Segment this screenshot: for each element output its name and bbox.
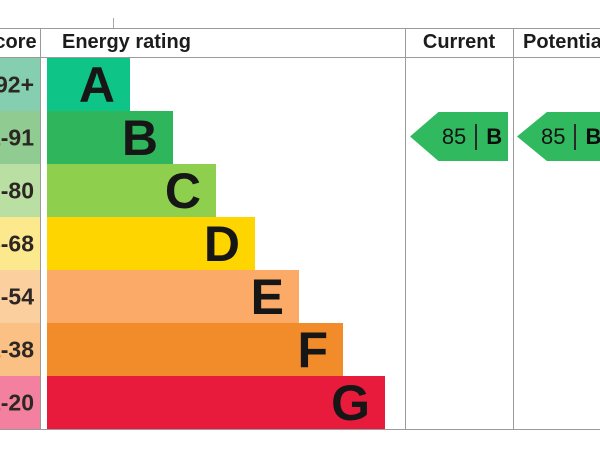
current-rating-score: 85 — [441, 123, 467, 149]
score-cell-f: 21-38 — [0, 323, 40, 376]
band-letter-g: G — [331, 374, 370, 431]
score-cell-d: 55-68 — [0, 217, 40, 270]
band-letter-a: A — [78, 56, 115, 113]
cropped-line-stub — [113, 18, 114, 28]
current-rating-separator — [475, 123, 478, 150]
band-row-d: 55-68 D — [0, 217, 600, 270]
band-row-b: 81-91 B — [0, 111, 600, 164]
score-range-label-g: 1-20 — [0, 389, 34, 415]
table-bottom-border — [0, 429, 600, 430]
band-bar-b: B — [47, 111, 173, 164]
potential-rating-separator — [574, 123, 577, 150]
band-letter-c: C — [164, 162, 201, 219]
band-row-f: 21-38 F — [0, 323, 600, 376]
band-row-g: 1-20 G — [0, 376, 600, 429]
score-range-label-c: 69-80 — [0, 177, 34, 203]
score-column-header: Score — [0, 31, 37, 53]
band-row-a: 92+ A — [0, 58, 600, 111]
band-letter-f: F — [297, 321, 328, 378]
band-letter-e: E — [250, 268, 284, 325]
score-cell-b: 81-91 — [0, 111, 40, 164]
header-bottom-border — [0, 57, 600, 58]
band-bar-g: G — [47, 376, 385, 429]
score-range-label-a: 92+ — [0, 71, 34, 97]
potential-column-divider — [513, 28, 514, 430]
band-bar-d: D — [47, 217, 255, 270]
score-column-divider — [40, 28, 41, 430]
potential-column-header: Potential — [523, 31, 600, 53]
energy-rating-column-header: Energy rating — [62, 31, 191, 53]
score-range-label-e: 39-54 — [0, 283, 34, 309]
score-cell-e: 39-54 — [0, 270, 40, 323]
score-range-label-d: 55-68 — [0, 230, 34, 256]
band-letter-b: B — [121, 109, 158, 166]
current-column-header: Current — [422, 31, 496, 53]
potential-rating-score: 85 — [541, 123, 566, 149]
band-bar-e: E — [47, 270, 299, 323]
score-cell-c: 69-80 — [0, 164, 40, 217]
band-row-c: 69-80 C — [0, 164, 600, 217]
score-range-label-b: 81-91 — [0, 124, 34, 150]
current-column-divider — [405, 28, 406, 430]
potential-rating-band: B — [585, 123, 600, 149]
band-bar-f: F — [47, 323, 343, 376]
band-bar-a: A — [47, 58, 130, 111]
score-cell-a: 92+ — [0, 58, 40, 111]
band-letter-d: D — [203, 215, 240, 272]
current-rating-band: B — [486, 123, 503, 149]
table-top-border — [0, 28, 600, 29]
band-bar-c: C — [47, 164, 216, 217]
score-cell-g: 1-20 — [0, 376, 40, 429]
band-row-e: 39-54 E — [0, 270, 600, 323]
score-range-label-f: 21-38 — [0, 336, 34, 362]
